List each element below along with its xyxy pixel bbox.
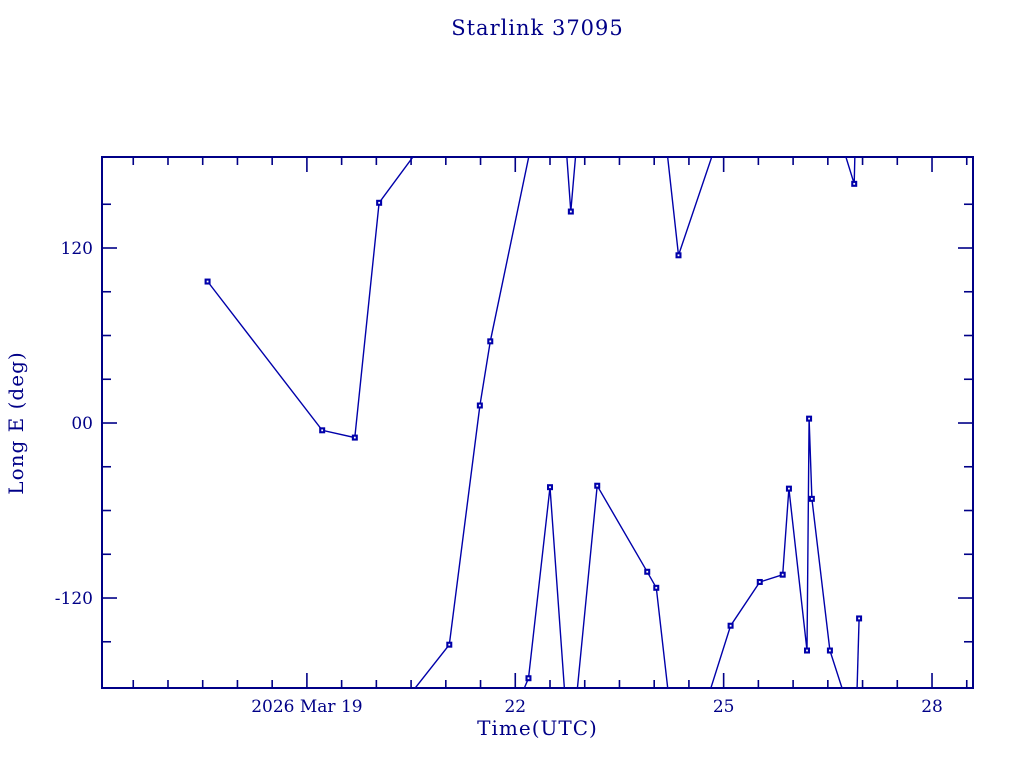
svg-text:22: 22 bbox=[504, 697, 526, 717]
y-ticks bbox=[102, 203, 973, 643]
data-markers bbox=[204, 180, 863, 682]
axis-frame bbox=[101, 156, 974, 689]
svg-text:120: 120 bbox=[61, 239, 93, 259]
data-series bbox=[207, 157, 860, 688]
svg-text:-120: -120 bbox=[55, 589, 93, 609]
chart-title: Starlink 37095 bbox=[451, 16, 624, 40]
svg-text:25: 25 bbox=[713, 697, 735, 717]
svg-text:28: 28 bbox=[921, 697, 943, 717]
x-ticks bbox=[132, 157, 968, 688]
x-axis-label: Time(UTC) bbox=[477, 716, 598, 740]
y-tick-labels: 120 00 -120 bbox=[55, 239, 93, 609]
x-tick-labels: 2026 Mar 19 22 25 28 bbox=[251, 697, 943, 717]
svg-text:00: 00 bbox=[71, 414, 93, 434]
svg-text:2026 Mar 19: 2026 Mar 19 bbox=[251, 697, 362, 717]
